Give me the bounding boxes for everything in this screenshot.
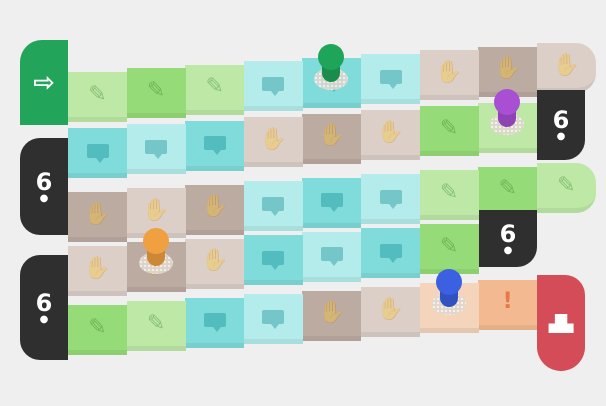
chat-icon bbox=[86, 143, 109, 163]
dice-value: 6 bbox=[499, 219, 517, 248]
hand-icon: ✋ bbox=[493, 56, 522, 82]
board-tile-pencil[interactable]: ✎ bbox=[419, 106, 479, 157]
dice-tile[interactable]: 6 ● bbox=[20, 138, 68, 235]
pawn-orange[interactable] bbox=[138, 228, 173, 275]
board-tile-hand[interactable]: ✋ bbox=[302, 290, 362, 341]
chat-icon bbox=[320, 193, 343, 213]
pencil-icon: ✎ bbox=[439, 233, 459, 259]
hand-icon: ✋ bbox=[318, 123, 346, 149]
board-tile-chat[interactable] bbox=[243, 61, 303, 112]
chat-icon bbox=[379, 189, 402, 209]
chat-icon bbox=[145, 139, 168, 159]
board-tile-chat[interactable] bbox=[243, 294, 303, 345]
board-tile-hand[interactable]: ✋ bbox=[361, 287, 420, 337]
dice-value: 6 bbox=[552, 106, 570, 134]
board-tile-hand[interactable]: ✋ bbox=[419, 50, 479, 101]
hand-icon: ✋ bbox=[200, 248, 229, 274]
hand-icon: ✋ bbox=[318, 300, 346, 326]
board-tile-chat[interactable] bbox=[185, 297, 245, 348]
chat-icon bbox=[262, 76, 285, 96]
chat-icon bbox=[379, 243, 402, 263]
arrow-right-icon: ⇨ bbox=[33, 67, 55, 98]
board-tile-chat[interactable] bbox=[126, 124, 186, 175]
hand-icon: ✋ bbox=[83, 201, 112, 227]
dice-tile[interactable]: 6 ● bbox=[479, 210, 537, 267]
board-tile-peach[interactable]: ! bbox=[478, 279, 538, 330]
dice-value: 6 bbox=[35, 288, 53, 317]
dice-tile[interactable]: 6 ● bbox=[20, 255, 68, 360]
board-tile-hand[interactable]: ✋ bbox=[68, 246, 127, 296]
pawn-head bbox=[142, 228, 169, 255]
chat-icon bbox=[262, 309, 285, 329]
board-tile-hand[interactable]: ✋ bbox=[243, 117, 303, 168]
board-tile-pencil[interactable]: ✎ bbox=[419, 170, 479, 221]
hand-icon: ✋ bbox=[552, 52, 580, 78]
pawn-head bbox=[494, 88, 521, 115]
pawn-green[interactable] bbox=[314, 43, 349, 90]
hand-icon: ✋ bbox=[259, 126, 287, 152]
pencil-icon: ✎ bbox=[146, 77, 166, 103]
board-tile-pencil[interactable]: ✎ bbox=[419, 224, 479, 275]
board-tile-chat[interactable] bbox=[243, 235, 303, 286]
board-tile-hand[interactable]: ✋ bbox=[68, 192, 127, 242]
pencil-icon: ✎ bbox=[146, 310, 166, 336]
hand-icon: ✋ bbox=[142, 197, 170, 223]
finish-tile[interactable]: ▟▙ bbox=[537, 275, 585, 371]
pawn-purple[interactable] bbox=[490, 88, 525, 135]
pencil-icon: ✎ bbox=[557, 172, 576, 198]
chat-icon bbox=[379, 69, 402, 89]
board-tile-chat[interactable] bbox=[361, 228, 420, 278]
chat-icon bbox=[320, 247, 343, 267]
exclamation-icon: ! bbox=[502, 289, 513, 315]
hand-icon: ✋ bbox=[83, 255, 112, 281]
board-tile-chat[interactable] bbox=[185, 120, 245, 171]
pencil-icon: ✎ bbox=[88, 314, 107, 340]
pencil-icon: ✎ bbox=[439, 115, 459, 141]
board-tile-pencil[interactable]: ✎ bbox=[68, 305, 127, 355]
dice-value: 6 bbox=[35, 167, 53, 196]
board-tile-pencil[interactable]: ✎ bbox=[536, 163, 596, 214]
board-tile-chat[interactable] bbox=[361, 174, 420, 224]
hand-icon: ✋ bbox=[435, 59, 463, 85]
board-tile-pencil[interactable]: ✎ bbox=[185, 64, 245, 115]
chat-icon bbox=[203, 136, 226, 156]
pawn-head bbox=[435, 269, 462, 296]
board-tile-pencil[interactable]: ✎ bbox=[126, 301, 186, 352]
podium-icon: ▟▙ bbox=[548, 313, 574, 333]
pencil-icon: ✎ bbox=[205, 74, 224, 100]
board-tile-hand[interactable]: ✋ bbox=[185, 184, 245, 235]
start-tile[interactable]: ⇨ bbox=[20, 40, 68, 125]
pencil-icon: ✎ bbox=[498, 176, 517, 202]
hand-icon: ✋ bbox=[376, 119, 405, 145]
board-tile-hand[interactable]: ✋ bbox=[302, 113, 362, 164]
hand-icon: ✋ bbox=[200, 194, 229, 220]
pencil-icon: ✎ bbox=[439, 179, 459, 205]
dice-tile[interactable]: 6 ● bbox=[537, 90, 585, 160]
board-tile-chat[interactable] bbox=[361, 54, 420, 104]
pawn-blue[interactable] bbox=[431, 269, 466, 316]
board-tile-pencil[interactable]: ✎ bbox=[68, 72, 127, 122]
board-tile-chat[interactable] bbox=[243, 181, 303, 232]
chat-icon bbox=[262, 250, 285, 270]
board-tile-chat[interactable] bbox=[302, 177, 362, 228]
pencil-icon: ✎ bbox=[88, 81, 107, 107]
board-tile-hand[interactable]: ✋ bbox=[361, 110, 420, 160]
board-tile-chat[interactable] bbox=[68, 128, 127, 178]
pawn-head bbox=[318, 43, 345, 70]
hand-icon: ✋ bbox=[376, 296, 405, 322]
board-tile-hand[interactable]: ✋ bbox=[185, 238, 245, 289]
board-tile-chat[interactable] bbox=[302, 231, 362, 282]
board-tile-hand[interactable]: ✋ bbox=[536, 43, 596, 94]
chat-icon bbox=[262, 196, 285, 216]
chat-icon bbox=[203, 313, 226, 333]
board-tile-pencil[interactable]: ✎ bbox=[126, 68, 186, 119]
